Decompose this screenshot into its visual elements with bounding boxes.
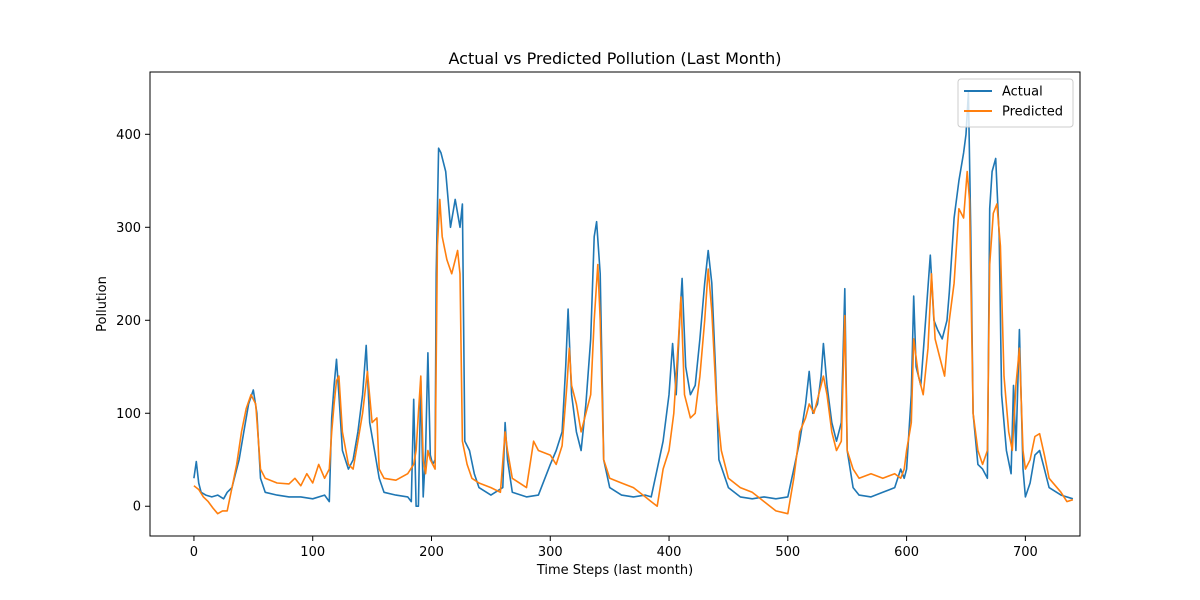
legend-label-predicted: Predicted	[1002, 105, 1063, 120]
y-axis-label: Pollution	[95, 276, 110, 332]
x-tick-label-300: 300	[538, 545, 563, 560]
chart-title: Actual vs Predicted Pollution (Last Mont…	[449, 49, 782, 68]
x-axis: 0 100 200 300 400 500 600 700	[190, 536, 1038, 560]
plot-area	[193, 91, 1074, 515]
x-tick-label-600: 600	[894, 545, 919, 560]
y-tick-label-400: 400	[116, 128, 141, 143]
y-tick-label-0: 0	[133, 500, 141, 515]
plot-frame	[149, 71, 1081, 537]
x-tick-label-700: 700	[1013, 545, 1038, 560]
x-tick-label-0: 0	[190, 545, 198, 560]
x-tick-label-200: 200	[419, 545, 444, 560]
x-tick-label-100: 100	[300, 545, 325, 560]
series-line-predicted	[193, 170, 1074, 515]
x-tick-label-500: 500	[775, 545, 800, 560]
y-tick-label-200: 200	[116, 314, 141, 329]
x-axis-label: Time Steps (last month)	[536, 563, 693, 578]
series-line-actual	[193, 91, 1074, 507]
y-tick-label-100: 100	[116, 407, 141, 422]
y-tick-label-300: 300	[116, 221, 141, 236]
y-axis: 0 100 200 300 400	[116, 128, 150, 515]
x-tick-label-400: 400	[657, 545, 682, 560]
legend: Actual Predicted	[957, 78, 1074, 128]
legend-label-actual: Actual	[1002, 85, 1043, 100]
